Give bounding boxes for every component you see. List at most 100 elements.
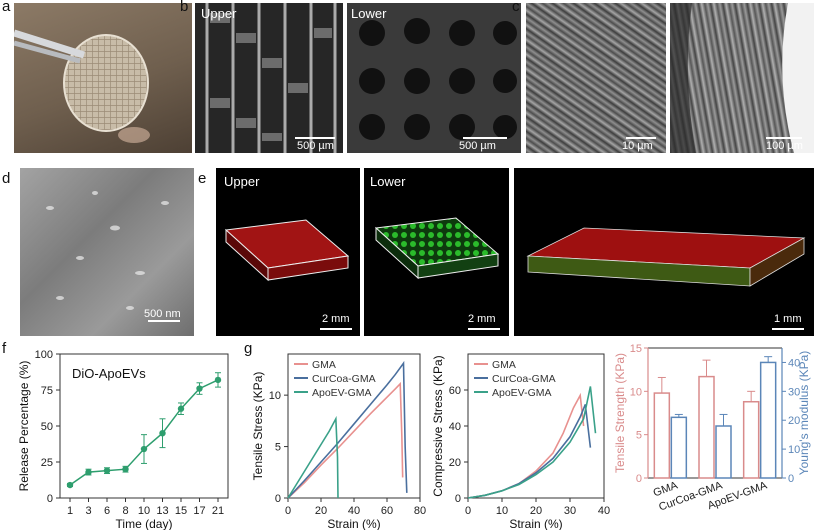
legend-label: ApoEV-GMA xyxy=(312,387,372,399)
confocal-lower-label: Lower xyxy=(370,174,406,189)
confocal-upper-label: Upper xyxy=(224,174,260,189)
scale-bar xyxy=(295,137,335,139)
x-axis-label: Time (day) xyxy=(116,517,173,530)
x-tick-label: 60 xyxy=(381,505,393,517)
y-tick-label: 100 xyxy=(35,349,53,361)
data-point xyxy=(66,481,74,489)
series-line-2 xyxy=(287,415,339,499)
scale-bar xyxy=(468,328,500,330)
y-tick-label: 10 xyxy=(269,390,281,402)
data-point xyxy=(196,385,203,392)
y-tick-label: 75 xyxy=(41,385,53,397)
sem-upper-texture xyxy=(205,3,337,153)
x-axis-label: Strain (%) xyxy=(327,517,380,530)
x-axis-label: Strain (%) xyxy=(509,517,562,530)
panel-label-g: g xyxy=(244,340,253,357)
panel-label-d: d xyxy=(2,170,11,187)
x-tick-label: 40 xyxy=(348,505,360,517)
release-chart: 0 25 50 75 100 1 3 6 8 10 13 15 17 21 DiO-ApoEVs Time (… xyxy=(17,349,229,530)
scale-label: 100 µm xyxy=(766,140,803,152)
x-tick-label: 13 xyxy=(156,505,168,517)
x-tick-label: 15 xyxy=(175,505,187,517)
sem-image-surface-nano: 500 nm xyxy=(20,168,194,336)
y-tick-label: 20 xyxy=(449,457,461,469)
scale-label: 1 mm xyxy=(774,313,802,325)
x-tick-label: 0 xyxy=(465,505,471,517)
data-point xyxy=(177,405,185,412)
y-axis-label: Tensile Strength (KPa) xyxy=(613,353,627,473)
x-tick-label: 10 xyxy=(138,505,150,517)
y-tick-label: 50 xyxy=(41,421,53,433)
scale-label: 10 µm xyxy=(622,140,653,152)
data-point xyxy=(85,468,92,476)
x-tick-label: 0 xyxy=(285,505,291,517)
chart-annotation: DiO-ApoEVs xyxy=(72,366,146,381)
y-tick-label: 0 xyxy=(47,493,53,505)
release-line xyxy=(69,379,219,486)
legend-label: GMA xyxy=(312,359,336,371)
compressive-chart: 0 20 40 60 0 10 20 30 40 GMA CurCoa-GMA ApoEV-GMA St… xyxy=(431,353,610,530)
x-tick-label: 40 xyxy=(598,505,610,517)
x-tick-label: 21 xyxy=(212,505,224,517)
series-line-2 xyxy=(467,386,597,499)
confocal-image-lower: Lower 2 mm xyxy=(364,168,509,336)
x-tick-label: 6 xyxy=(104,505,110,517)
y-tick-label: 15 xyxy=(630,343,642,355)
data-point xyxy=(103,467,111,474)
scale-bar xyxy=(148,320,180,322)
data-point xyxy=(214,376,222,384)
bar-tensile-strength xyxy=(742,400,760,479)
x-tick-label: 17 xyxy=(193,505,205,517)
scale-bar xyxy=(766,137,802,139)
y-tick-label: 0 xyxy=(455,493,461,505)
panel-label-b: b xyxy=(180,0,189,15)
x-tick-label: 80 xyxy=(414,505,426,517)
y-tick-label: 0 xyxy=(636,473,642,485)
confocal-3d-slab xyxy=(526,227,806,287)
legend-label: GMA xyxy=(492,359,516,371)
panel-label-f: f xyxy=(2,340,7,357)
panel-label-c: c xyxy=(512,0,520,15)
bar-tensile-strength xyxy=(698,375,715,479)
surface-particles xyxy=(46,191,169,310)
bar-youngs-modulus xyxy=(670,416,688,479)
y-axis-label: Release Percentage (%) xyxy=(17,361,31,492)
mechanics-bar-chart: 051015010203040GMACurCoa-GMAApoEV-GMATen… xyxy=(613,343,811,514)
x-tick-label: 8 xyxy=(122,505,128,517)
y-tick-label: 0 xyxy=(275,493,281,505)
legend-label: ApoEV-GMA xyxy=(492,387,552,399)
hydrogel-disk-illustration xyxy=(14,29,150,143)
scale-label: 2 mm xyxy=(322,313,350,325)
y-tick-label: 10 xyxy=(630,386,642,398)
legend-label: CurCoa-GMA xyxy=(492,373,556,385)
x-tick-label: 20 xyxy=(530,505,542,517)
confocal-image-upper: Upper 2 mm xyxy=(216,168,360,336)
x-tick-label: 3 xyxy=(85,505,91,517)
sem-image-upper: Upper 500 µm xyxy=(195,3,343,153)
y-tick-label: 40 xyxy=(449,421,461,433)
scale-bar xyxy=(626,137,656,139)
bar-tensile-strength xyxy=(653,392,671,479)
series-line-1 xyxy=(287,360,408,499)
y-tick-label: 25 xyxy=(41,457,53,469)
y-axis-label: Compressive Stress (KPa) xyxy=(431,355,445,496)
y2-tick-label: 30 xyxy=(788,386,800,398)
panel-label-a: a xyxy=(2,0,11,15)
sem-lower-label: Lower xyxy=(351,6,387,21)
legend-label: CurCoa-GMA xyxy=(312,373,376,385)
confocal-upper-block xyxy=(224,219,350,282)
data-point xyxy=(140,445,148,453)
scale-label: 500 µm xyxy=(459,140,496,152)
y2-tick-label: 0 xyxy=(788,473,794,485)
scale-label: 500 nm xyxy=(144,308,181,320)
y-tick-label: 60 xyxy=(449,385,461,397)
data-point xyxy=(122,466,129,473)
sem-image-cross-section: 100 µm xyxy=(670,3,814,153)
scale-label: 2 mm xyxy=(468,313,496,325)
scale-bar xyxy=(320,328,352,330)
y2-tick-label: 40 xyxy=(788,357,800,369)
series-line-0 xyxy=(287,381,404,499)
series-line-1 xyxy=(467,404,592,499)
tensile-chart: 0 5 10 0 20 40 60 80 GMA CurCoa-GMA ApoEV-GMA Strai… xyxy=(251,353,426,530)
confocal-image-3d: 1 mm xyxy=(514,168,814,336)
